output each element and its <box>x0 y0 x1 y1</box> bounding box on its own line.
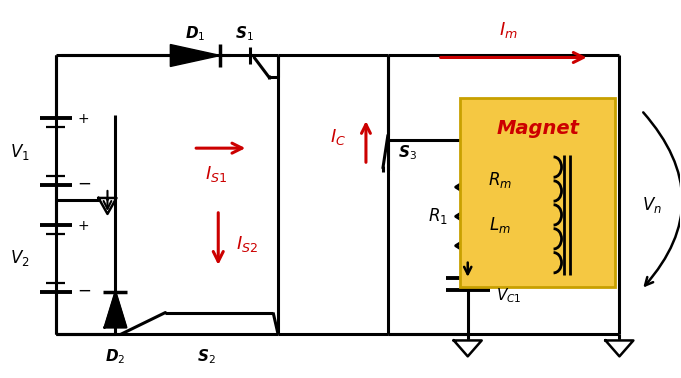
FancyArrowPatch shape <box>644 112 681 285</box>
Text: +: + <box>78 112 89 126</box>
Polygon shape <box>99 198 116 214</box>
Polygon shape <box>605 341 633 356</box>
Text: S$_2$: S$_2$ <box>197 347 216 366</box>
Polygon shape <box>170 45 220 67</box>
Text: D$_2$: D$_2$ <box>106 347 126 366</box>
Text: −: − <box>78 175 91 193</box>
Polygon shape <box>454 341 481 356</box>
Text: $V_n$: $V_n$ <box>642 195 663 215</box>
Text: D$_1$: D$_1$ <box>185 24 206 43</box>
Text: L$_m$: L$_m$ <box>489 215 511 235</box>
FancyBboxPatch shape <box>460 98 616 287</box>
Text: $I_C$: $I_C$ <box>330 127 346 147</box>
Text: $V_2$: $V_2$ <box>10 248 29 268</box>
Text: S$_3$: S$_3$ <box>398 144 417 163</box>
Text: Magnet: Magnet <box>496 119 579 138</box>
Polygon shape <box>104 291 127 327</box>
Text: +: + <box>78 219 89 233</box>
Text: $I_m$: $I_m$ <box>499 20 518 40</box>
Text: $I_{S1}$: $I_{S1}$ <box>205 164 227 184</box>
Text: R$_m$: R$_m$ <box>488 170 512 190</box>
Text: S$_1$: S$_1$ <box>235 24 253 43</box>
Text: $V_{C1}$: $V_{C1}$ <box>496 286 521 305</box>
Text: $V_1$: $V_1$ <box>10 142 29 162</box>
Text: R$_1$: R$_1$ <box>428 206 448 226</box>
Text: −: − <box>78 282 91 300</box>
Text: $I_{S2}$: $I_{S2}$ <box>236 234 258 254</box>
